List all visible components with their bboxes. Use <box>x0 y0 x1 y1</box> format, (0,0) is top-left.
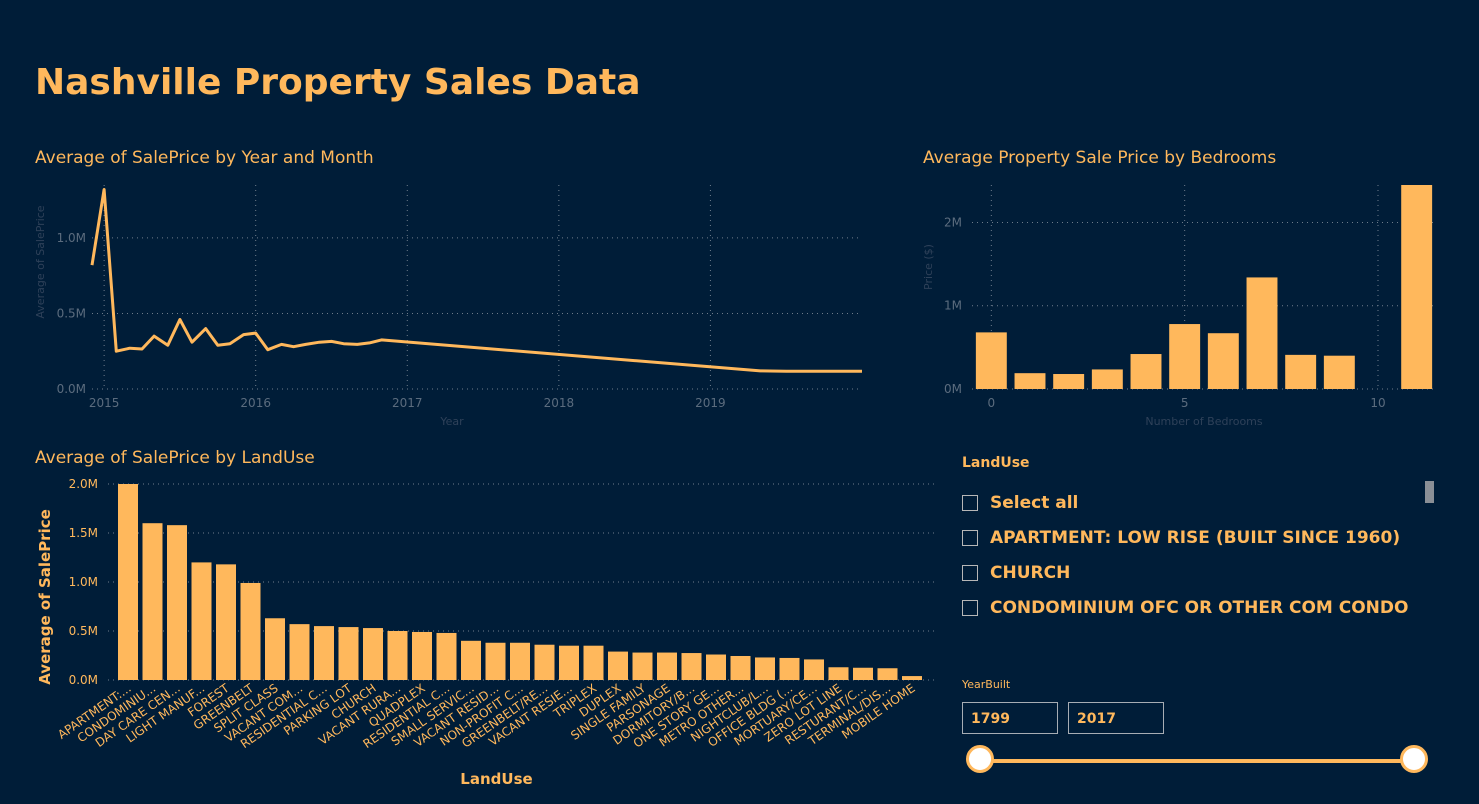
bar <box>534 644 555 680</box>
bar <box>387 631 408 680</box>
bar <box>583 645 604 680</box>
bar <box>216 564 236 680</box>
y-tick-label: 1.0M <box>57 231 86 245</box>
x-tick-label: 5 <box>1181 396 1189 410</box>
bar <box>265 618 285 680</box>
x-tick-label: 2017 <box>392 396 423 410</box>
checkbox[interactable] <box>962 529 978 546</box>
bar <box>1285 354 1317 389</box>
bar <box>240 582 261 680</box>
bar <box>559 645 579 680</box>
bar <box>657 652 677 680</box>
bar <box>681 653 702 680</box>
slicer-item-select-all[interactable]: Select all <box>962 485 1442 520</box>
slicer-scrollbar[interactable] <box>1425 481 1434 503</box>
y-tick-label: 0.5M <box>57 306 86 320</box>
y-tick-label: 1.0M <box>69 575 98 589</box>
landuse-chart-title: Average of SalePrice by LandUse <box>35 448 315 468</box>
bar <box>632 652 653 680</box>
bar <box>314 626 334 680</box>
bar <box>828 667 849 680</box>
bar <box>191 562 212 680</box>
bar <box>608 651 628 680</box>
bar <box>510 642 530 680</box>
bar <box>1207 333 1239 389</box>
bar <box>142 523 163 680</box>
yearbuilt-max-handle[interactable] <box>1400 745 1428 773</box>
slicer-item-condominium-ofc[interactable]: CONDOMINIUM OFC OR OTHER COM CONDO <box>962 590 1442 625</box>
y-tick-label: 1.5M <box>69 526 98 540</box>
y-tick-label: 0.0M <box>57 382 86 396</box>
bar <box>1014 373 1046 389</box>
x-tick-label: 2018 <box>544 396 575 410</box>
slicer-title: LandUse <box>962 455 1030 471</box>
x-tick-label: 10 <box>1370 396 1385 410</box>
slicer-item-church[interactable]: CHURCH <box>962 555 1442 590</box>
bar <box>167 525 187 680</box>
bar <box>779 657 800 680</box>
bar <box>877 668 898 680</box>
slicer-item-label: Select all <box>990 492 1079 513</box>
bar <box>485 642 506 680</box>
y-axis-label: Average of SalePrice <box>34 205 47 318</box>
bar <box>730 655 751 680</box>
bar <box>118 484 138 680</box>
bar <box>1053 374 1085 389</box>
bar <box>338 627 359 680</box>
bar <box>902 676 922 680</box>
y-tick-label: 1M <box>944 299 962 313</box>
bar <box>1169 324 1201 389</box>
yearbuilt-slicer: YearBuilt 1799 2017 <box>962 678 1442 788</box>
bar <box>289 624 310 680</box>
slicer-item-label: CONDOMINIUM OFC OR OTHER COM CONDO <box>990 597 1409 618</box>
bar <box>1323 355 1355 389</box>
x-tick-label: 2019 <box>695 396 726 410</box>
x-axis-label: Year <box>439 415 464 428</box>
bar <box>436 632 457 680</box>
yearbuilt-title: YearBuilt <box>962 678 1011 691</box>
y-tick-label: 2.0M <box>69 477 98 491</box>
bar <box>804 659 824 680</box>
page-title: Nashville Property Sales Data <box>35 62 641 103</box>
line-chart-title: Average of SalePrice by Year and Month <box>35 148 374 168</box>
bar <box>1130 354 1162 389</box>
series-line <box>90 188 862 373</box>
y-axis-label: Average of SalePrice <box>36 509 54 685</box>
bar <box>461 640 481 680</box>
y-tick-label: 0.0M <box>69 673 98 687</box>
bar <box>975 332 1007 389</box>
x-axis-label: Number of Bedrooms <box>1145 415 1263 428</box>
bar <box>853 667 873 680</box>
bar <box>755 657 775 680</box>
y-axis-label: Price ($) <box>922 244 935 290</box>
yearbuilt-max-input[interactable]: 2017 <box>1068 702 1164 734</box>
landuse-bar-chart[interactable]: 0.0M0.5M1.0M1.5M2.0MAPARTMENT:...CONDOMI… <box>30 472 940 797</box>
y-tick-label: 0.5M <box>69 624 98 638</box>
x-tick-label: 2016 <box>240 396 271 410</box>
x-axis-label: LandUse <box>460 770 532 788</box>
line-chart[interactable]: 0.0M 0.5M 1.0M 2015 2016 2017 2018 2019 Year Aver… <box>30 175 880 435</box>
bar <box>1091 369 1123 389</box>
y-tick-label: 2M <box>944 215 962 229</box>
bar <box>412 631 432 680</box>
yearbuilt-min-input[interactable]: 1799 <box>962 702 1058 734</box>
checkbox[interactable] <box>962 599 978 616</box>
checkbox[interactable] <box>962 564 978 581</box>
bar <box>706 654 726 680</box>
bar <box>1401 185 1433 389</box>
slicer-item-apartment-low-rise[interactable]: APARTMENT: LOW RISE (BUILT SINCE 1960) <box>962 520 1442 555</box>
bar <box>1246 277 1278 389</box>
bar <box>363 628 383 680</box>
slicer-item-label: CHURCH <box>990 562 1071 583</box>
bedrooms-bar-chart[interactable]: 0M 1M 2M 0 5 10 Number of Bedrooms Price ($) <box>918 175 1458 435</box>
checkbox[interactable] <box>962 494 978 511</box>
y-tick-label: 0M <box>944 382 962 396</box>
x-tick-label: 0 <box>988 396 996 410</box>
yearbuilt-min-handle[interactable] <box>966 745 994 773</box>
slicer-item-label: APARTMENT: LOW RISE (BUILT SINCE 1960) <box>990 527 1401 548</box>
landuse-slicer: LandUse Select all APARTMENT: LOW RISE (… <box>962 455 1442 625</box>
yearbuilt-slider-track[interactable] <box>980 759 1414 763</box>
bedrooms-chart-title: Average Property Sale Price by Bedrooms <box>923 148 1277 168</box>
x-tick-label: 2015 <box>89 396 120 410</box>
